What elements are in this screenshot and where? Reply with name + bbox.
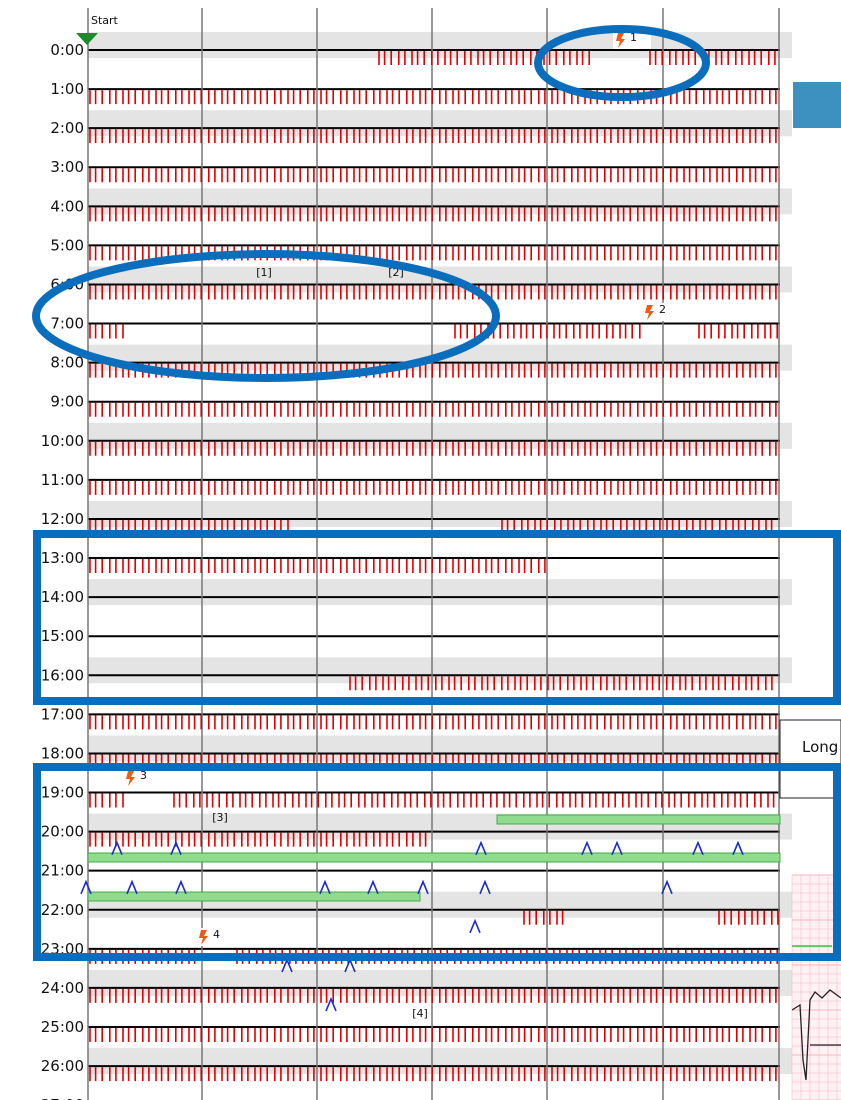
beat-ticks [90,1028,776,1042]
pace-marker [470,921,480,933]
row-label: 22:00 [41,901,84,919]
bracket-label: [3] [212,811,228,824]
side-label: Long [802,738,838,756]
row-label: 12:00 [41,510,84,528]
beat-ticks [90,168,776,182]
row-label: 11:00 [41,471,84,489]
row-label: 9:00 [50,393,84,411]
row-label: 15:00 [41,627,84,645]
side-button[interactable] [793,82,841,128]
row-label: 17:00 [41,705,84,723]
beat-ticks [90,325,123,339]
row-band [88,579,792,605]
row-label: 10:00 [41,432,84,450]
pace-marker [81,882,91,894]
row-label: 19:00 [41,784,84,802]
row-label: 3:00 [50,158,84,176]
episode-bar [88,853,780,862]
beat-ticks [174,794,774,808]
row-label: 26:00 [41,1057,84,1075]
beat-ticks [90,794,123,808]
row-label: 5:00 [50,236,84,254]
row-label: 16:00 [41,666,84,684]
row-label: 0:00 [50,41,84,59]
row-label: 24:00 [41,979,84,997]
episode-bar [88,892,420,901]
bracket-label: [4] [412,1007,428,1020]
row-band [88,657,792,683]
beat-ticks [90,403,776,417]
episode-bar [497,815,780,824]
event-label: 4 [213,928,220,941]
row-label: 13:00 [41,549,84,567]
row-label: 1:00 [50,80,84,98]
timeline-view: 0:001:002:003:004:005:006:007:008:009:00… [0,0,841,1100]
beat-ticks [524,911,563,925]
row-label: 20:00 [41,823,84,841]
row-label: 4:00 [50,197,84,215]
pace-marker [326,999,336,1011]
row-label: 7:00 [50,315,84,333]
start-label: Start [91,14,119,27]
event-label: 2 [659,303,666,316]
row-label: 27:00 [41,1096,84,1100]
bracket-label: [1] [256,266,272,279]
side-panel [780,720,841,798]
beat-ticks [90,481,776,495]
beat-ticks [699,325,777,339]
row-label: 14:00 [41,588,84,606]
row-label: 21:00 [41,862,84,880]
row-label: 18:00 [41,744,84,762]
beat-ticks [90,715,776,729]
background [88,32,792,1074]
row-label: 25:00 [41,1018,84,1036]
row-label: 2:00 [50,119,84,137]
